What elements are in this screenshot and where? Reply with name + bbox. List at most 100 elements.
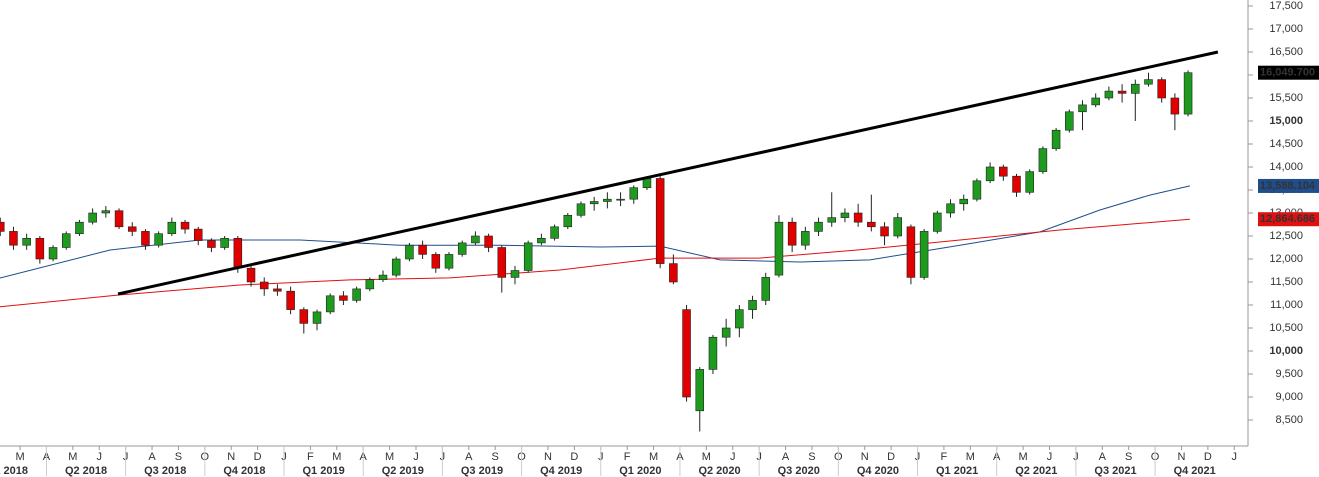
candle-body xyxy=(1131,83,1140,94)
x-tick-label: M xyxy=(332,451,341,463)
y-tick-label: 15,000 xyxy=(1269,115,1303,127)
candle-body xyxy=(61,233,71,248)
candle-body xyxy=(801,231,810,246)
candle-body xyxy=(1065,111,1074,131)
candle-body xyxy=(814,221,823,232)
quarter-label: Q2 2021 xyxy=(1015,465,1057,477)
candle-body xyxy=(0,221,5,232)
candle-body xyxy=(88,212,97,223)
x-tick-label: N xyxy=(544,451,552,463)
candle-body xyxy=(312,311,322,324)
candle-body xyxy=(431,254,441,269)
x-tick-label: A xyxy=(148,451,156,463)
candle-body xyxy=(1038,148,1048,172)
x-tick-label: J xyxy=(730,451,736,463)
candle-body xyxy=(721,327,731,338)
quarter-label: Q3 2019 xyxy=(461,465,503,477)
y-tick-label: 8,500 xyxy=(1275,414,1303,426)
candle-body xyxy=(840,212,850,218)
candle-body xyxy=(378,274,388,280)
candle-body xyxy=(735,309,744,329)
candle-body xyxy=(391,258,401,276)
candle-body xyxy=(207,240,216,248)
candle-body xyxy=(867,221,876,228)
candle-body xyxy=(471,235,480,244)
candle-body xyxy=(365,279,375,290)
quarter-label: Q3 2018 xyxy=(144,465,186,477)
candle-body xyxy=(695,369,705,412)
x-tick-label: S xyxy=(175,451,182,463)
candle-body xyxy=(629,187,639,200)
y-tick-label: 12,500 xyxy=(1269,230,1303,242)
x-tick-label: N xyxy=(861,451,869,463)
candle-body xyxy=(1051,129,1061,149)
x-tick-label: M xyxy=(385,451,394,463)
candle-body xyxy=(708,336,718,370)
quarter-label: Q4 2018 xyxy=(223,465,265,477)
x-tick-label: M xyxy=(702,451,711,463)
candle-body xyxy=(339,295,348,301)
candle-body xyxy=(761,277,771,301)
x-tick-label: S xyxy=(1125,451,1132,463)
candle-body xyxy=(563,214,573,228)
y-tick-label: 14,000 xyxy=(1269,161,1303,173)
candle-body xyxy=(22,237,31,246)
candle-body xyxy=(603,198,612,202)
y-tick-label: 10,000 xyxy=(1269,345,1303,357)
quarter-label: Q2 2019 xyxy=(382,465,424,477)
price-label: 13,588.104 xyxy=(1260,180,1316,192)
candle-body xyxy=(682,309,691,398)
candle-body xyxy=(220,237,229,248)
x-tick-label: A xyxy=(465,451,473,463)
candle-body xyxy=(497,247,507,278)
candle-body xyxy=(972,180,982,200)
candle-body xyxy=(1091,97,1100,106)
y-tick-label: 17,500 xyxy=(1269,0,1303,12)
candle-body xyxy=(999,166,1008,177)
x-tick-label: N xyxy=(227,451,235,463)
candle-body xyxy=(669,263,678,283)
candle-body xyxy=(576,203,586,216)
x-tick-label: S xyxy=(492,451,499,463)
candle-body xyxy=(1025,171,1034,193)
candle-body xyxy=(167,221,177,234)
candle-body xyxy=(246,267,256,283)
x-tick-label: S xyxy=(808,451,815,463)
x-tick-label: F xyxy=(624,451,631,463)
candle-body xyxy=(457,242,467,255)
x-tick-label: N xyxy=(1178,451,1186,463)
candle-body xyxy=(444,254,454,269)
x-tick-label: J xyxy=(96,451,102,463)
y-tick-label: 10,500 xyxy=(1269,322,1303,334)
y-tick-label: 12,000 xyxy=(1269,253,1303,265)
x-tick-label: A xyxy=(1099,451,1107,463)
y-tick-label: 17,000 xyxy=(1269,23,1303,35)
x-tick-label: F xyxy=(307,451,314,463)
candle-body xyxy=(655,178,665,264)
candle-body xyxy=(589,201,599,205)
price-label: 16,049.700 xyxy=(1260,67,1315,79)
candle-body xyxy=(985,166,995,182)
candle-body xyxy=(154,233,163,246)
candle-body xyxy=(299,309,309,324)
quarter-label: Q3 2021 xyxy=(1094,465,1136,477)
x-tick-label: J xyxy=(1232,451,1238,463)
y-tick-label: 16,500 xyxy=(1269,46,1303,58)
candle-body xyxy=(35,237,45,260)
x-tick-label: D xyxy=(570,451,578,463)
quarter-label: Q1 2019 xyxy=(303,465,345,477)
quarter-label: Q4 2021 xyxy=(1174,465,1216,477)
candle-body xyxy=(616,198,625,201)
candle-body xyxy=(1170,97,1180,115)
candle-body xyxy=(550,226,559,239)
candle-body xyxy=(933,212,942,232)
candle-body xyxy=(906,226,916,278)
candle-body xyxy=(75,221,84,234)
x-tick-label: M xyxy=(966,451,975,463)
candle-body xyxy=(233,237,243,269)
quarter-label: Q2 2020 xyxy=(698,465,740,477)
candle-body xyxy=(193,228,203,241)
candle-body xyxy=(537,237,546,244)
moving-average xyxy=(0,218,1190,308)
